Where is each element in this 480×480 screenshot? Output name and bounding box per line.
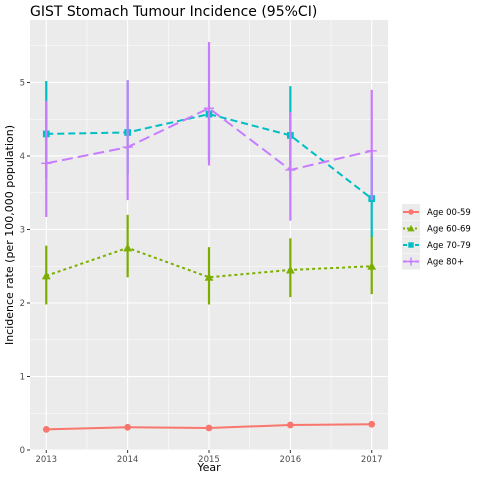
data-point — [41, 158, 52, 169]
data-point — [203, 103, 215, 114]
data-point — [285, 265, 295, 274]
legend-key-marker — [406, 257, 416, 266]
y-tick-label: 0 — [20, 446, 25, 456]
data-point — [205, 424, 213, 432]
y-tick-label: 1 — [20, 372, 25, 382]
series-age-80- — [41, 42, 377, 221]
legend-label: Age 60-69 — [427, 225, 471, 235]
data-point — [366, 145, 377, 156]
data-point — [42, 426, 50, 433]
x-tick-label: 2014 — [117, 455, 139, 465]
legend-label: Age 80+ — [427, 258, 464, 268]
legend-key-marker — [407, 224, 415, 232]
data-point — [123, 243, 133, 252]
y-tick-label: 5 — [20, 78, 25, 88]
x-axis-title: Year — [196, 461, 221, 474]
y-axis-title: Incidence rate (per 100,000 population) — [3, 125, 16, 345]
x-tick-label: 2016 — [280, 455, 302, 465]
legend-key-marker — [408, 242, 414, 248]
data-point — [368, 420, 376, 428]
legend: Age 00-59 Age 60-69 Age 70-79 Age 80+ — [402, 204, 471, 270]
legend-label: Age 70-79 — [427, 241, 471, 251]
x-tick-label: 2017 — [361, 455, 383, 465]
data-point — [204, 272, 214, 281]
series-line — [46, 107, 372, 172]
axis-layer: 0 1 2 3 4 5 2013 2014 2015 2016 2017 — [20, 78, 383, 465]
x-tick-label: 2015 — [198, 455, 220, 465]
data-point — [41, 271, 51, 280]
x-tick-label: 2013 — [35, 455, 57, 465]
data-point — [124, 423, 131, 431]
chart-title: GIST Stomach Tumour Incidence (95%CI) — [30, 4, 317, 20]
y-tick-label: 2 — [20, 299, 25, 309]
legend-key-marker — [408, 209, 414, 215]
y-tick-label: 3 — [20, 225, 25, 235]
y-tick-label: 4 — [20, 152, 25, 162]
series-age-60-69 — [41, 214, 377, 305]
legend-label: Age 00-59 — [427, 208, 471, 218]
data-point — [287, 421, 294, 429]
data-point — [367, 261, 377, 270]
data-point — [122, 142, 133, 153]
series-layer — [41, 42, 377, 433]
data-point — [285, 164, 296, 175]
series-age-00-59 — [42, 420, 376, 433]
